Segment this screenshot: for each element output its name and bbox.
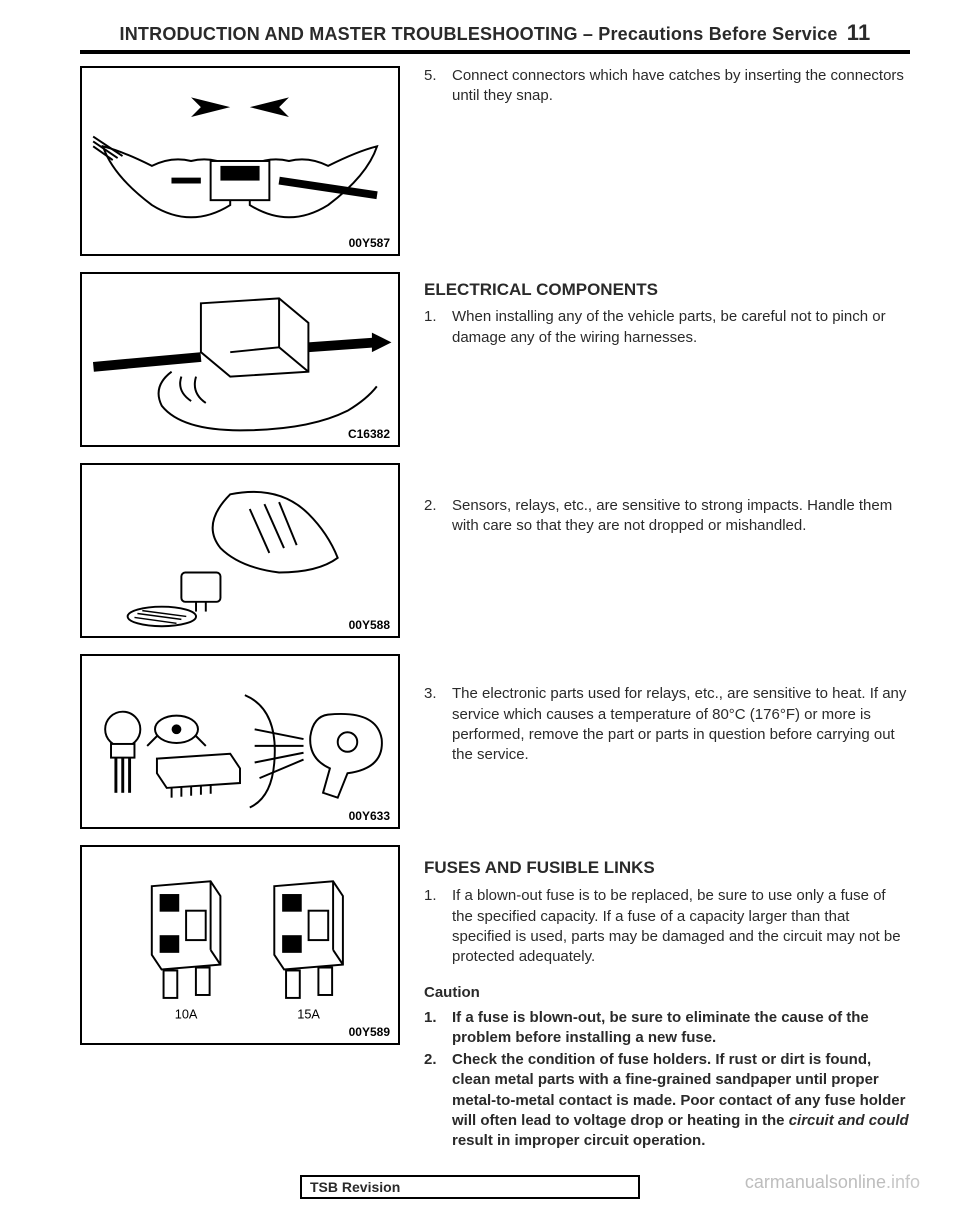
item-text: When installing any of the vehicle parts… (452, 307, 910, 348)
figure-code: 00Y589 (349, 1025, 390, 1039)
impact-illustration (82, 465, 398, 636)
item-number: 2. (424, 1050, 442, 1151)
content-area: 00Y587 C16382 (80, 66, 910, 1169)
item-text: If a blown-out fuse is to be replaced, b… (452, 886, 910, 967)
watermark-a: carmanualsonline (745, 1172, 886, 1192)
figure-column: 00Y587 C16382 (80, 66, 400, 1169)
item-text: The electronic parts used for relays, et… (452, 684, 910, 765)
fuse-right-label: 15A (297, 1007, 320, 1022)
electrical-item2: 2. Sensors, relays, etc., are sensitive … (424, 496, 910, 537)
header-title: INTRODUCTION AND MASTER TROUBLESHOOTING … (120, 24, 838, 44)
fuses-section: FUSES AND FUSIBLE LINKS 1. If a blown-ou… (424, 857, 910, 1151)
wiring-pinch-illustration (82, 274, 398, 445)
item-number: 5. (424, 66, 442, 107)
tsb-revision-box: TSB Revision (300, 1175, 640, 1199)
figure-impact: 00Y588 (80, 463, 400, 638)
connector-snap-illustration (82, 68, 398, 254)
caution-title: Caution (424, 983, 910, 1003)
heat-illustration (82, 656, 398, 827)
item-number: 2. (424, 496, 442, 537)
item-text: If a fuse is blown-out, be sure to elimi… (452, 1008, 910, 1049)
electrical-item3: 3. The electronic parts used for relays,… (424, 684, 910, 765)
electrical-section: ELECTRICAL COMPONENTS 1. When installing… (424, 279, 910, 348)
watermark-b: .info (886, 1172, 920, 1192)
caution2-em: circuit and could (789, 1112, 909, 1129)
item-text: Sensors, relays, etc., are sensitive to … (452, 496, 910, 537)
figure-wiring-pinch: C16382 (80, 272, 400, 447)
caution-list: 1. If a fuse is blown-out, be sure to el… (424, 1008, 910, 1152)
item-number: 1. (424, 307, 442, 348)
caution2-part-b: result in improper circuit operation. (452, 1132, 705, 1149)
figure-code: 00Y633 (349, 809, 390, 823)
figure-code: C16382 (348, 427, 390, 441)
section-title-fuses: FUSES AND FUSIBLE LINKS (424, 857, 910, 880)
item-number: 1. (424, 886, 442, 967)
page-number: 11 (847, 20, 871, 45)
text-column: 5. Connect connectors which have catches… (424, 66, 910, 1169)
figure-code: 00Y587 (349, 236, 390, 250)
item-text: Connect connectors which have catches by… (452, 66, 910, 107)
figure-fuses: 10A 15A 00Y589 (80, 845, 400, 1045)
section-title-electrical: ELECTRICAL COMPONENTS (424, 279, 910, 302)
fuse-left-label: 10A (175, 1007, 198, 1022)
fuses-illustration: 10A 15A (82, 847, 398, 1043)
item-number: 3. (424, 684, 442, 765)
watermark: carmanualsonline.info (745, 1172, 920, 1193)
step-5-block: 5. Connect connectors which have catches… (424, 66, 910, 107)
item-text: Check the condition of fuse holders. If … (452, 1050, 910, 1151)
figure-code: 00Y588 (349, 618, 390, 632)
figure-connector-snap: 00Y587 (80, 66, 400, 256)
page-header: INTRODUCTION AND MASTER TROUBLESHOOTING … (80, 20, 910, 54)
figure-heat: 00Y633 (80, 654, 400, 829)
item-number: 1. (424, 1008, 442, 1049)
